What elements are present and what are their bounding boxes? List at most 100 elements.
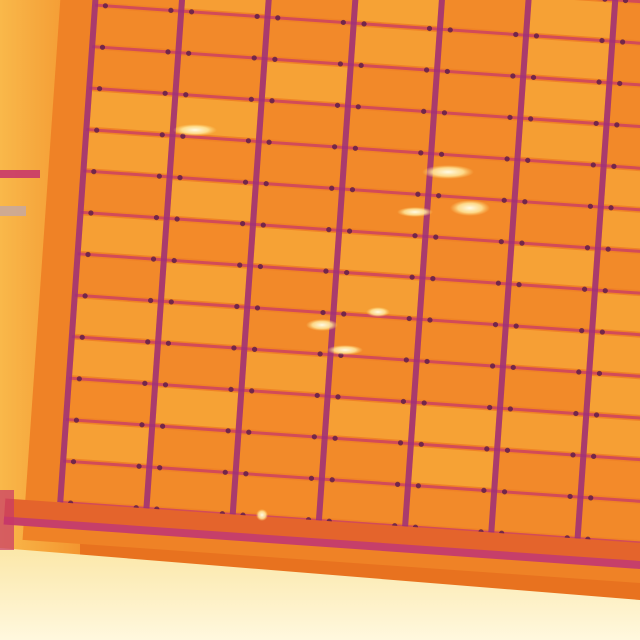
mount-bolt [528,116,534,122]
mount-bolt [570,452,576,458]
mount-bolt [519,240,525,246]
mount-bolt [251,55,257,61]
frame-line-vertical [402,0,446,527]
panel-cell [601,210,640,252]
panel-cell [267,20,351,62]
mount-bolt [162,90,168,96]
mount-bolt [403,357,409,363]
mount-bolt [231,345,237,351]
panel-cell [526,38,610,80]
frame-line-vertical [143,0,188,509]
mount-bolt [245,138,252,144]
hotspot-layer [173,124,490,521]
mount-bolt [183,92,189,98]
mount-bolt [136,463,142,469]
panel-cell [161,304,244,346]
frame-line-horizontal [68,376,640,422]
mount-bolt [240,221,246,227]
frame-line-horizontal [71,335,640,381]
mount-bolt [602,288,608,294]
panel-cell [606,127,640,169]
mount-bolt [79,334,85,340]
thermal-hotspot [422,165,474,179]
mount-bolt [492,322,499,328]
frame-line-vertical [574,0,619,539]
mount-bolt [620,39,626,45]
mount-bolt [608,205,614,211]
panel-cell [325,440,408,482]
mount-bolt [510,73,516,79]
panel-cell [72,339,155,381]
panel-cell [149,470,233,512]
mount-bolt [409,274,415,280]
mount-bolt [412,233,418,239]
mount-bolt [234,303,240,310]
mount-bolt [418,441,424,447]
panel-cell [503,369,586,411]
frame-line-horizontal [92,45,640,91]
mount-bolt [418,150,424,156]
panel-cell [342,192,426,234]
mount-bolt [525,157,531,163]
mount-bolt [447,27,453,33]
panel-cell [86,132,170,174]
panel-cell [417,363,500,405]
mount-bolt [596,79,602,85]
frame-line-vertical [57,0,101,503]
mount-bolt [397,440,404,446]
panel-cell [523,79,607,121]
mount-bolt [243,471,249,477]
mount-bolt [334,102,341,108]
panel-cell [514,204,598,246]
mount-bolt [427,317,433,323]
mount-bolt [257,263,263,270]
panel-cell [169,180,253,222]
panel-cell [244,351,328,393]
thermal-hotspot [327,345,363,355]
panel-cell [428,198,512,240]
panel-cell [408,488,491,530]
mount-bolt [326,227,332,233]
panel-cell [330,357,414,399]
panel-cell [322,482,405,524]
mount-bolt [530,74,537,81]
mount-bolt [498,239,504,245]
mount-bolt [421,108,427,114]
panel-cell [164,263,247,305]
panel-cell [259,144,342,186]
frame-line-vertical [229,0,274,515]
mount-bolt [314,392,320,399]
mount-bolt [150,256,157,262]
mount-bolt [441,110,448,116]
panel-cell [586,417,640,459]
mount-bolt [97,86,103,92]
panel-cell [414,405,497,447]
panel-cell [339,233,423,275]
frame-line-horizontal [65,417,640,464]
mount-bolt [329,477,335,483]
panel-cell [89,91,173,133]
mount-bolt [162,382,169,388]
mount-bolt [504,447,511,453]
mount-bolt [142,380,148,386]
mount-bolt [275,15,281,21]
mount-bolt [349,187,356,193]
panel-cell [80,215,164,257]
mount-bolt [484,446,490,452]
panel-cell [247,310,331,352]
thermal-hotspot [366,307,390,317]
panel-cell [434,115,518,157]
mount-bolt [533,33,540,39]
mount-bolt [308,475,315,481]
mount-bolt [174,216,180,222]
mount-bolt [436,193,442,199]
panel-cell [592,334,640,376]
mount-bolt [622,0,629,4]
mount-bolt [91,169,97,175]
mount-bolt [311,434,317,440]
mount-bolt [94,127,100,133]
mount-bolt [444,68,450,75]
frame-line-horizontal [77,252,640,298]
panel-cell [612,44,640,86]
